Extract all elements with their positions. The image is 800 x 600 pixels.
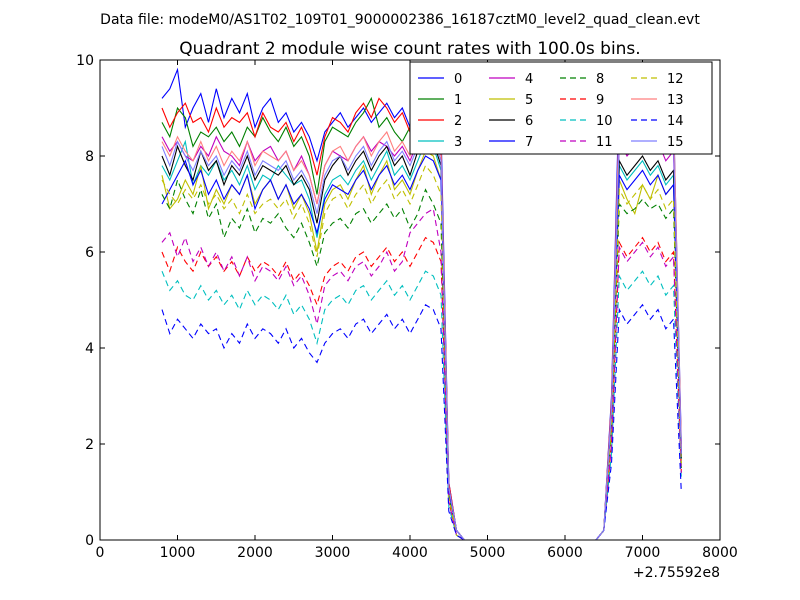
series-line-8	[161, 178, 682, 540]
legend-label-4: 4	[525, 72, 533, 87]
legend-label-8: 8	[596, 72, 604, 87]
x-tick-label: 4000	[392, 545, 428, 561]
legend-box	[409, 61, 713, 155]
y-tick-label: 4	[85, 341, 94, 357]
x-tick-label: 8000	[702, 545, 738, 561]
series-line-14	[161, 303, 682, 540]
x-tick-label: 5000	[470, 545, 506, 561]
legend-label-5: 5	[525, 93, 533, 108]
y-tick-label: 6	[85, 245, 94, 261]
x-offset-label: +2.75592e8	[633, 565, 720, 581]
x-tick-label: 6000	[547, 545, 583, 561]
x-tick-label: 7000	[625, 545, 661, 561]
legend-label-15: 15	[667, 135, 684, 150]
legend-label-6: 6	[525, 114, 533, 129]
legend-label-2: 2	[454, 114, 462, 129]
series-line-12	[161, 164, 682, 540]
legend-label-14: 14	[667, 114, 684, 129]
legend-label-1: 1	[454, 93, 462, 108]
y-tick-label: 0	[85, 533, 94, 549]
series-line-5	[161, 150, 682, 540]
legend-label-10: 10	[596, 114, 613, 129]
x-tick-label: 0	[96, 545, 105, 561]
x-tick-label: 3000	[315, 545, 351, 561]
series-line-6	[161, 136, 682, 540]
legend-label-13: 13	[667, 93, 684, 108]
data-file-header: Data file: modeM0/AS1T02_109T01_90000023…	[100, 12, 700, 28]
legend-label-9: 9	[596, 93, 604, 108]
y-tick-label: 2	[85, 437, 94, 453]
y-tick-label: 8	[85, 149, 94, 165]
series-line-7	[161, 155, 682, 540]
x-tick-label: 2000	[237, 545, 273, 561]
y-tick-label: 10	[76, 53, 94, 69]
series-line-9	[161, 236, 682, 540]
legend-label-0: 0	[454, 72, 462, 87]
series-line-4	[161, 126, 682, 540]
legend-label-7: 7	[525, 135, 533, 150]
legend-label-12: 12	[667, 72, 684, 87]
chart-title: Quadrant 2 module wise count rates with …	[179, 39, 640, 59]
legend-label-3: 3	[454, 135, 462, 150]
series-line-10	[161, 270, 682, 540]
legend-label-11: 11	[596, 135, 613, 150]
series-line-11	[161, 207, 682, 540]
x-tick-label: 1000	[160, 545, 196, 561]
